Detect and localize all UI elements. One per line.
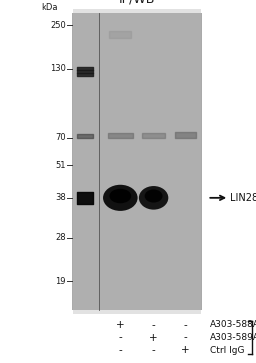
Text: -: - <box>119 333 122 343</box>
Text: IP/WB: IP/WB <box>119 0 155 6</box>
Text: 70: 70 <box>55 134 66 142</box>
Ellipse shape <box>139 186 168 210</box>
Text: 28: 28 <box>55 233 66 242</box>
Text: -: - <box>119 345 122 355</box>
Text: 130: 130 <box>50 65 66 73</box>
Text: +: + <box>116 320 125 330</box>
Text: A303-588A: A303-588A <box>210 321 256 329</box>
Bar <box>72 13 202 310</box>
Bar <box>73 9 201 314</box>
Text: IP: IP <box>255 333 256 343</box>
Text: +: + <box>181 345 190 355</box>
Text: 19: 19 <box>56 277 66 286</box>
Text: LIN28B: LIN28B <box>230 193 256 203</box>
Text: A303-589A: A303-589A <box>210 333 256 342</box>
Text: -: - <box>184 320 187 330</box>
Text: -: - <box>152 345 155 355</box>
Text: kDa: kDa <box>42 3 58 12</box>
Text: 250: 250 <box>50 21 66 30</box>
Text: 38: 38 <box>55 193 66 202</box>
Text: -: - <box>152 320 155 330</box>
Ellipse shape <box>103 185 138 211</box>
Text: -: - <box>184 333 187 343</box>
Text: 51: 51 <box>56 161 66 170</box>
Ellipse shape <box>110 189 131 203</box>
Text: Ctrl IgG: Ctrl IgG <box>210 346 244 355</box>
Ellipse shape <box>145 189 163 203</box>
Text: +: + <box>149 333 158 343</box>
